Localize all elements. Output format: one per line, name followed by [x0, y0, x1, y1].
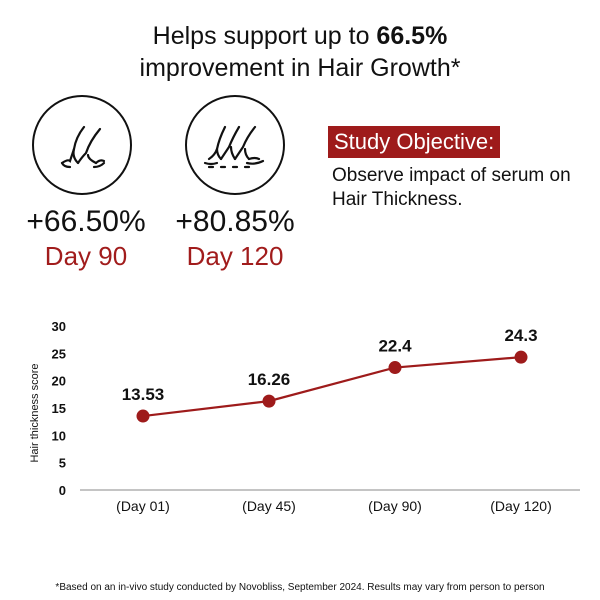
data-point — [136, 409, 150, 423]
x-tick-label: (Day 120) — [490, 498, 551, 514]
headline-line-1: Helps support up to 66.5% — [0, 20, 600, 52]
stat-day-1: Day 90 — [44, 241, 128, 271]
y-tick-label: 5 — [59, 456, 66, 471]
headline-line-2: improvement in Hair Growth* — [139, 54, 461, 82]
x-tick-label: (Day 01) — [116, 498, 170, 514]
x-tick-label: (Day 90) — [368, 498, 422, 514]
hair-follicles-icon — [185, 95, 285, 195]
footnote: *Based on an in-vivo study conducted by … — [55, 582, 545, 593]
headline: Helps support up to 66.5% improvement in… — [0, 20, 600, 84]
data-label: 13.53 — [122, 385, 165, 404]
y-tick-label: 20 — [52, 374, 66, 389]
headline-highlight: 66.5% — [376, 22, 448, 50]
hair-follicle-icon — [32, 95, 132, 195]
stat-percent-2: +80.85% — [175, 205, 295, 238]
x-tick-label: (Day 45) — [242, 498, 296, 514]
y-tick-label: 30 — [52, 319, 66, 334]
data-label: 22.4 — [378, 337, 412, 356]
y-tick-label: 25 — [52, 346, 66, 361]
study-objective-badge: Study Objective: — [328, 126, 501, 158]
headline-prefix: Helps support up to — [152, 22, 377, 50]
series-line — [142, 356, 522, 418]
data-point — [262, 394, 276, 408]
data-point — [388, 361, 402, 375]
hair-thickness-chart: 0 5 10 15 20 25 30 Hair thickness score (Day 01)… — [29, 319, 580, 514]
y-tick-label: 0 — [59, 483, 66, 498]
stat-day-2: Day 120 — [186, 241, 284, 271]
data-point — [514, 350, 528, 364]
y-axis-label: Hair thickness score — [29, 363, 41, 462]
data-label: 24.3 — [504, 326, 537, 345]
study-objective-text: Observe impact of serum on Hair Thicknes… — [332, 165, 571, 210]
stat-percent-1: +66.50% — [26, 205, 146, 238]
y-tick-label: 10 — [52, 428, 66, 443]
y-tick-label: 15 — [52, 401, 66, 416]
data-label: 16.26 — [248, 370, 291, 389]
